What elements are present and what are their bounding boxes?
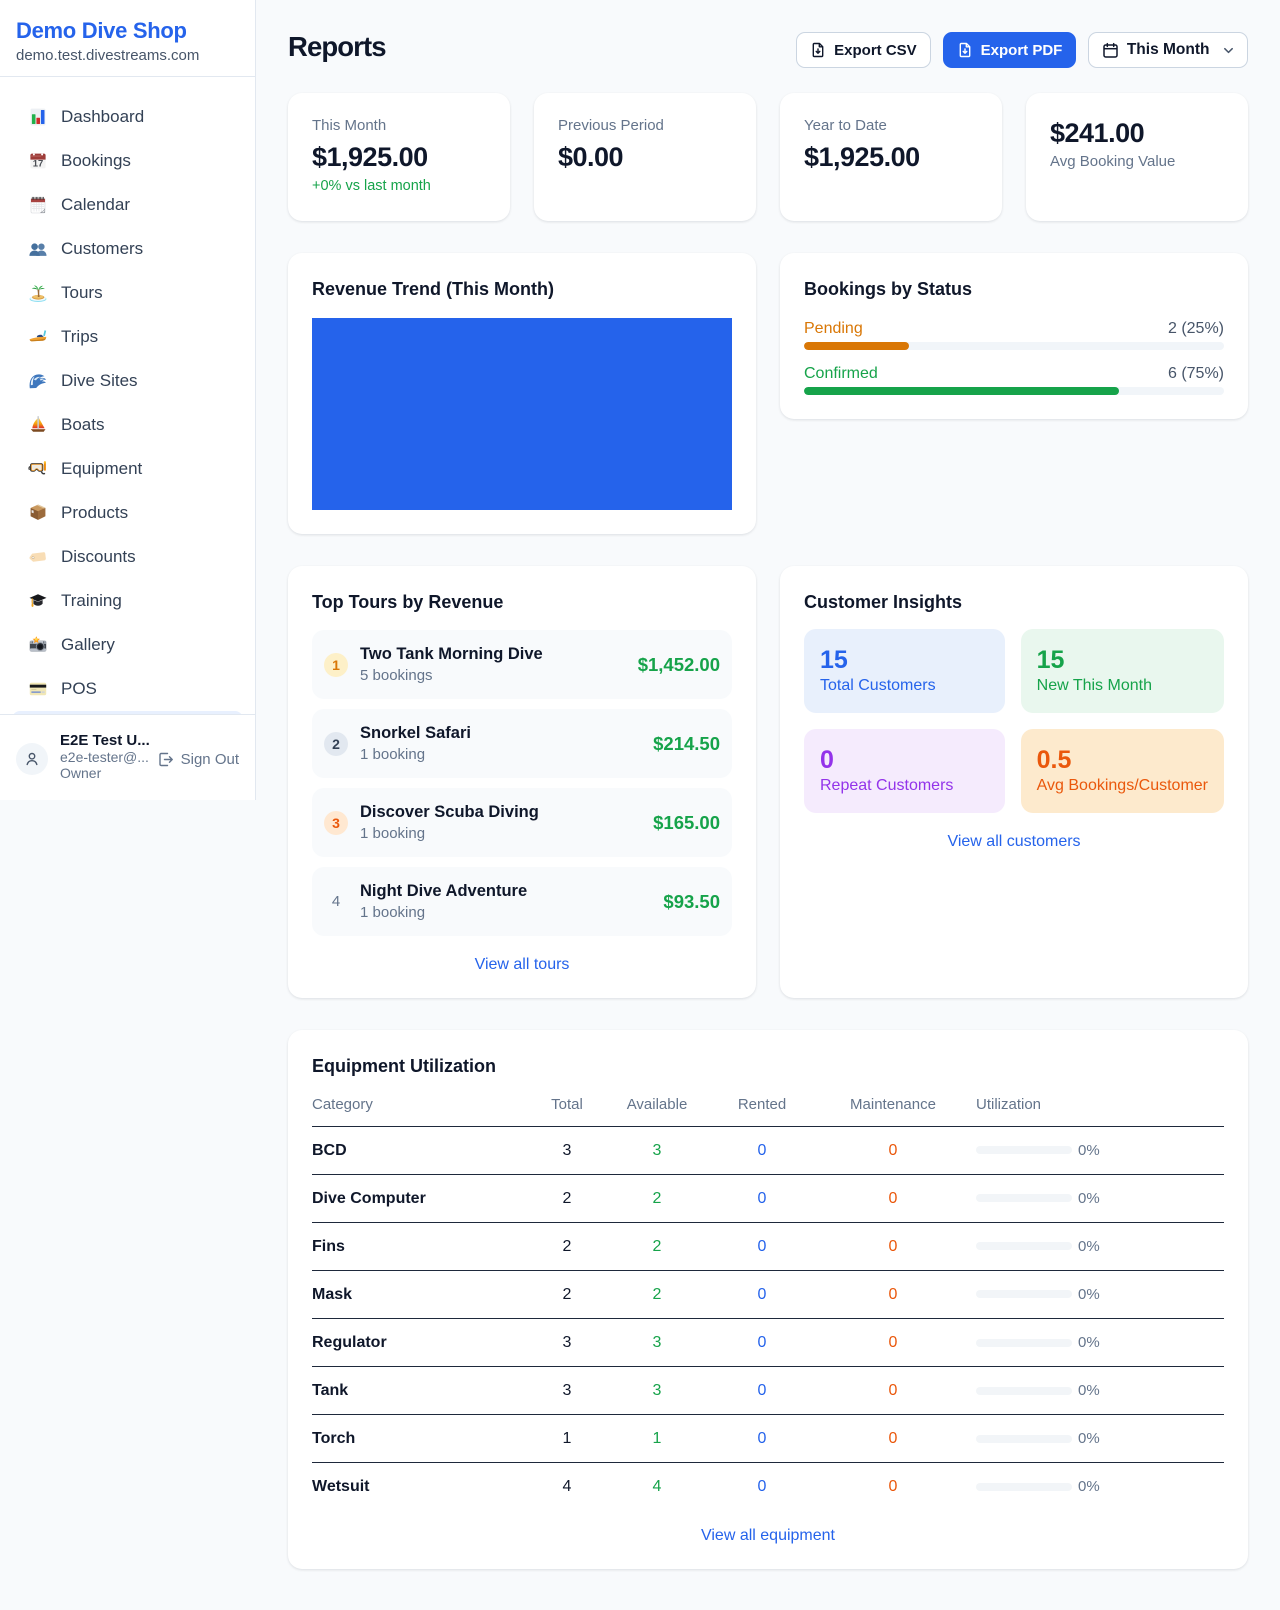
- svg-text:17: 17: [33, 159, 44, 170]
